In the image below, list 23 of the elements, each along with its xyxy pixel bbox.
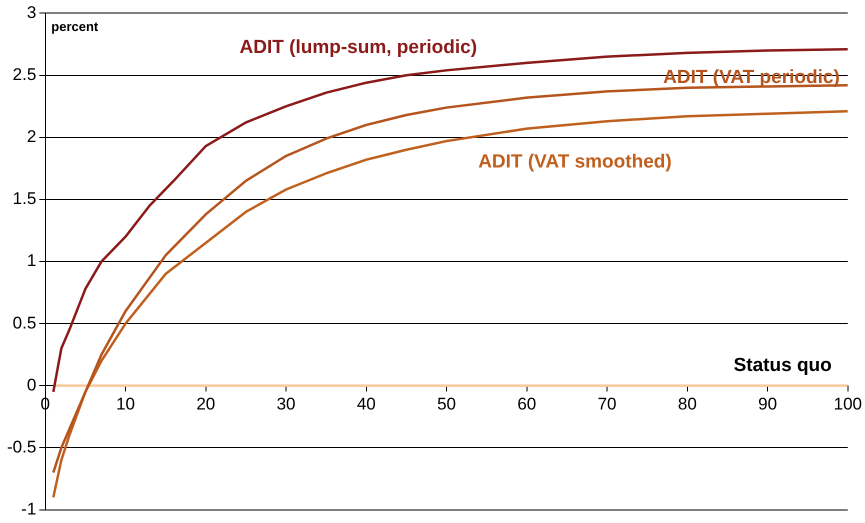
y-tick-label: 0 <box>26 375 36 394</box>
y-tick-label: 0.5 <box>12 313 36 332</box>
x-tick-label: 20 <box>196 394 216 414</box>
x-tick-label: 70 <box>598 394 617 414</box>
y-tick-label: 1 <box>26 251 36 270</box>
x-tick-label: 80 <box>678 394 697 414</box>
series-label: ADIT (VAT smoothed) <box>478 151 672 172</box>
x-tick-label: 10 <box>116 394 136 414</box>
x-tick-label: 60 <box>517 394 536 414</box>
y-tick-label: -0.5 <box>6 437 36 456</box>
series-label: Status quo <box>734 355 832 376</box>
y-tick-label: 3 <box>26 2 36 22</box>
x-tick-label: 40 <box>356 394 376 414</box>
y-tick-label: -1 <box>21 499 36 518</box>
y-tick-label: 2.5 <box>12 64 36 84</box>
x-tick-label: 50 <box>437 394 456 414</box>
y-tick-label: 2 <box>26 127 36 146</box>
x-tick-label: 90 <box>758 394 778 414</box>
x-tick-label: 30 <box>276 394 296 414</box>
y-tick-label: 1.5 <box>12 189 36 208</box>
series-label: ADIT (lump-sum, periodic) <box>240 37 478 58</box>
y-axis-title: percent <box>51 18 99 34</box>
x-tick-label: 100 <box>834 394 862 414</box>
